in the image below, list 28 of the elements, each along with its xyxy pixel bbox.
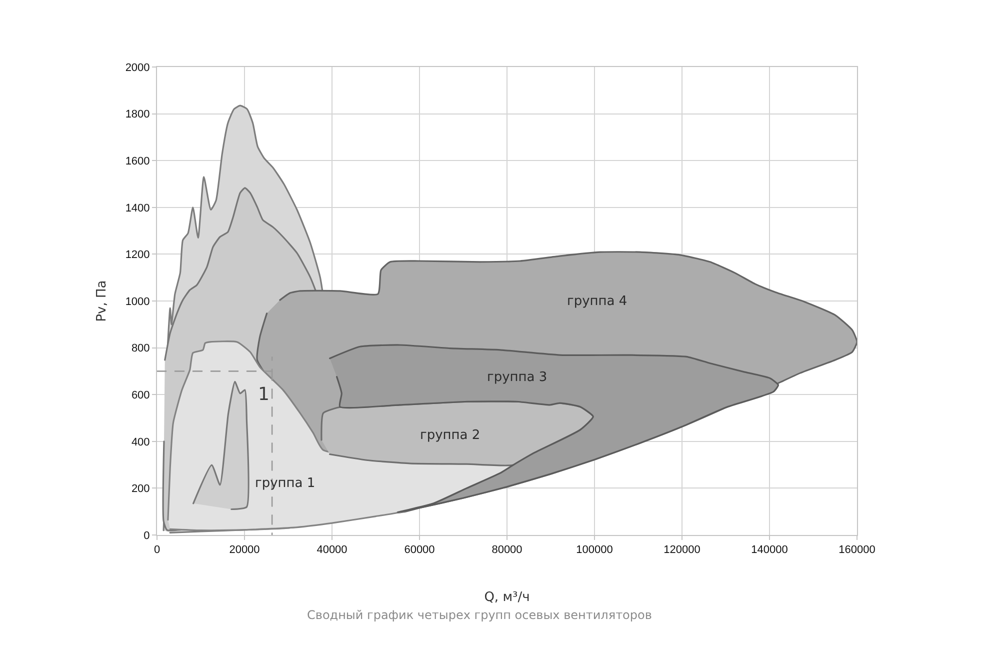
series-label: группа 3	[487, 370, 548, 385]
y-tick-label: 0	[144, 530, 150, 542]
y-axis-title: Pv, Па	[94, 280, 110, 322]
x-axis-title: Q, м³/ч	[484, 590, 530, 605]
x-tick-label: 60000	[404, 544, 435, 556]
y-tick-label: 600	[131, 389, 150, 402]
annotation: 1	[258, 384, 270, 405]
y-tick-label: 400	[131, 436, 150, 448]
series-label: группа 2	[420, 428, 480, 443]
text: Сводный график четырех групп осевых вентиляторов	[307, 608, 652, 622]
y-tick-label: 800	[131, 342, 150, 355]
x-tick-label: 20000	[229, 544, 260, 556]
y-tick-label: 2000	[125, 62, 150, 74]
series-label: группа 4	[567, 294, 628, 309]
x-tick-label: 160000	[838, 544, 876, 556]
x-tick-label: 120000	[664, 544, 700, 556]
y-tick-label: 1400	[125, 202, 150, 214]
x-tick-label: 140000	[751, 544, 788, 556]
y-tick-label: 1800	[125, 108, 150, 121]
y-tick-label: 200	[131, 483, 150, 496]
y-tick-label: 1000	[125, 296, 150, 308]
series-label: группа 1	[255, 476, 316, 491]
y-tick-label: 1600	[125, 155, 150, 168]
x-tick-label: 100000	[576, 544, 613, 556]
y-tick-label: 1200	[125, 249, 150, 262]
x-tick-label: 0	[154, 544, 160, 556]
x-tick-label: 80000	[492, 544, 522, 556]
x-tick-label: 40000	[316, 544, 348, 556]
